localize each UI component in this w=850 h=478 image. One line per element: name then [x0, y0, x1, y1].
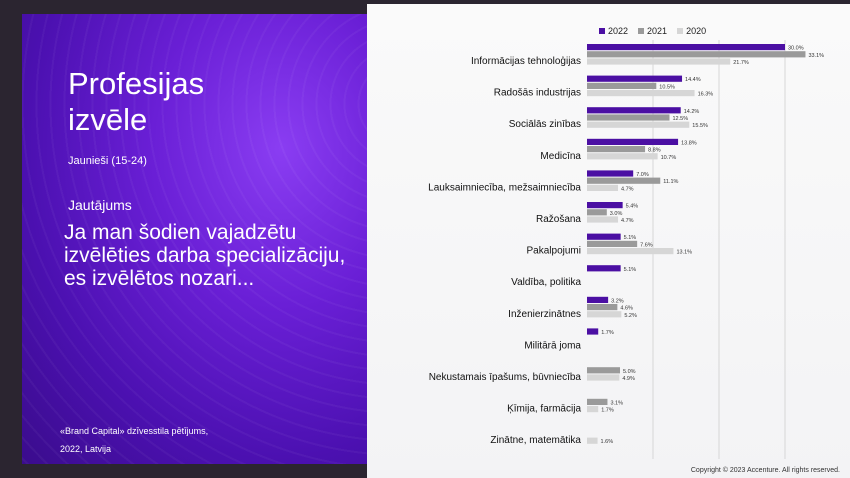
- category-label: Lauksaimniecība, mežsaimniecība: [428, 182, 581, 193]
- bar-2021: [587, 82, 657, 89]
- bar-2020: [587, 90, 695, 97]
- bar-2021: [587, 398, 608, 405]
- data-label-2020: 1.7%: [601, 408, 614, 414]
- data-label-2021: 11.1%: [663, 179, 678, 185]
- bar-2020: [587, 374, 620, 381]
- data-label-2022: 14.2%: [684, 109, 700, 115]
- bar-2021: [587, 304, 618, 311]
- data-label-2020: 5.2%: [624, 313, 637, 319]
- bar-2022: [587, 107, 681, 114]
- legend-item-2022: 2022: [599, 26, 628, 36]
- category-label: Nekustamais īpašums, būvniecība: [429, 372, 582, 383]
- bar-2021: [587, 177, 661, 184]
- legend-label-2022: 2022: [608, 26, 629, 36]
- bar-2020: [587, 58, 731, 65]
- data-label-2022: 14.4%: [685, 77, 701, 83]
- data-label-2020: 10.7%: [661, 155, 677, 161]
- data-label-2021: 3.0%: [610, 211, 623, 217]
- bar-2022: [587, 202, 623, 209]
- legend-label-2020: 2020: [686, 26, 707, 36]
- source-line-2: 2022, Latvija: [60, 444, 112, 454]
- title-panel: Profesijas izvēle Jaunieši (15-24) Jautā…: [22, 14, 367, 464]
- data-label-2020: 13.1%: [676, 250, 692, 256]
- data-label-2021: 8.8%: [648, 148, 661, 154]
- data-label-2021: 10.5%: [659, 84, 675, 90]
- bar-2022: [587, 233, 621, 240]
- title-line-1: Profesijas: [68, 66, 205, 101]
- bar-2022: [587, 265, 621, 272]
- bar-2021: [587, 367, 620, 374]
- data-label-2021: 4.6%: [620, 306, 633, 312]
- category-label: Informācijas tehnoloģijas: [471, 54, 581, 67]
- data-label-2022: 30.0%: [788, 46, 804, 52]
- data-label-2020: 15.5%: [692, 123, 708, 129]
- bar-chart: Informācijas tehnoloģijas 30.0% 33.1% 21.7%…: [428, 40, 824, 459]
- category-label: Sociālās zinības: [509, 119, 581, 130]
- category-label: Valdība, politika: [511, 277, 581, 288]
- data-label-2022: 5.4%: [626, 204, 639, 210]
- bar-2022: [587, 296, 609, 303]
- bar-2022: [587, 44, 785, 51]
- bar-2021: [587, 146, 646, 153]
- question-label: Jautājums: [68, 197, 132, 213]
- legend-swatch-2022: [599, 28, 605, 34]
- legend-item-2021: 2021: [638, 26, 667, 36]
- legend-item-2020: 2020: [677, 26, 706, 36]
- data-label-2021: 3.1%: [610, 400, 623, 406]
- data-label-2022: 5.1%: [624, 267, 637, 273]
- data-label-2022: 1.7%: [601, 330, 614, 336]
- bar-2021: [587, 114, 670, 121]
- data-label-2020: 21.7%: [733, 60, 749, 66]
- bar-2022: [587, 170, 634, 177]
- title-line-2: izvēle: [68, 102, 148, 137]
- data-label-2020: 1.6%: [601, 439, 614, 445]
- bar-2020: [587, 311, 622, 318]
- bar-2022: [587, 328, 599, 335]
- category-label: Inženierzinātnes: [508, 309, 581, 320]
- data-label-2020: 4.9%: [622, 376, 635, 382]
- data-label-2022: 3.2%: [611, 298, 624, 304]
- slide-title: Profesijas izvēle: [68, 66, 204, 138]
- bar-2020: [587, 216, 619, 223]
- bar-2020: [587, 121, 690, 128]
- category-label: Zinātne, matemātika: [490, 435, 581, 446]
- bar-2022: [587, 138, 679, 145]
- bar-2022: [587, 75, 683, 82]
- data-label-2021: 7.6%: [640, 242, 653, 248]
- data-label-2020: 4.7%: [621, 186, 634, 192]
- source-note: «Brand Capital» dzīvesstila pētījums, 20…: [60, 422, 260, 458]
- bar-2020: [587, 153, 658, 160]
- bar-2021: [587, 209, 607, 216]
- bar-2021: [587, 51, 806, 58]
- category-label: Ražošana: [536, 214, 581, 225]
- data-label-2021: 5.0%: [623, 369, 636, 375]
- bar-2020: [587, 248, 674, 255]
- data-label-2021: 33.1%: [808, 53, 824, 59]
- data-label-2022: 7.0%: [636, 172, 649, 178]
- bar-2020: [587, 184, 619, 191]
- data-label-2022: 5.1%: [624, 235, 637, 241]
- data-label-2022: 13.8%: [681, 140, 697, 146]
- category-label: Ķīmija, farmācija: [507, 404, 581, 415]
- copyright-text: Copyright © 2023 Accenture. All rights r…: [690, 467, 840, 474]
- question-text: Ja man šodien vajadzētu izvēlēties darba…: [64, 221, 346, 290]
- chart-legend: 2022 2021 2020: [599, 26, 706, 36]
- category-label: Pakalpojumi: [527, 246, 581, 257]
- data-label-2020: 4.7%: [621, 218, 634, 224]
- legend-swatch-2021: [638, 28, 645, 34]
- bar-2021: [587, 240, 638, 247]
- data-label-2020: 16.3%: [698, 92, 714, 98]
- bar-2020: [587, 406, 599, 413]
- legend-swatch-2020: [677, 28, 684, 34]
- source-line-1: «Brand Capital» dzīvesstila pētījums,: [60, 426, 209, 436]
- chart-panel: 2022 2021 2020 Informācijas tehnoloģijas…: [367, 4, 850, 478]
- slide-subtitle: Jaunieši (15-24): [68, 155, 147, 167]
- data-label-2021: 12.5%: [673, 116, 689, 122]
- bar-2020: [587, 437, 598, 444]
- category-label: Medicīna: [540, 151, 581, 162]
- legend-label-2021: 2021: [647, 26, 668, 36]
- category-label: Militārā joma: [524, 340, 581, 351]
- category-label: Radošās industrijas: [494, 88, 581, 99]
